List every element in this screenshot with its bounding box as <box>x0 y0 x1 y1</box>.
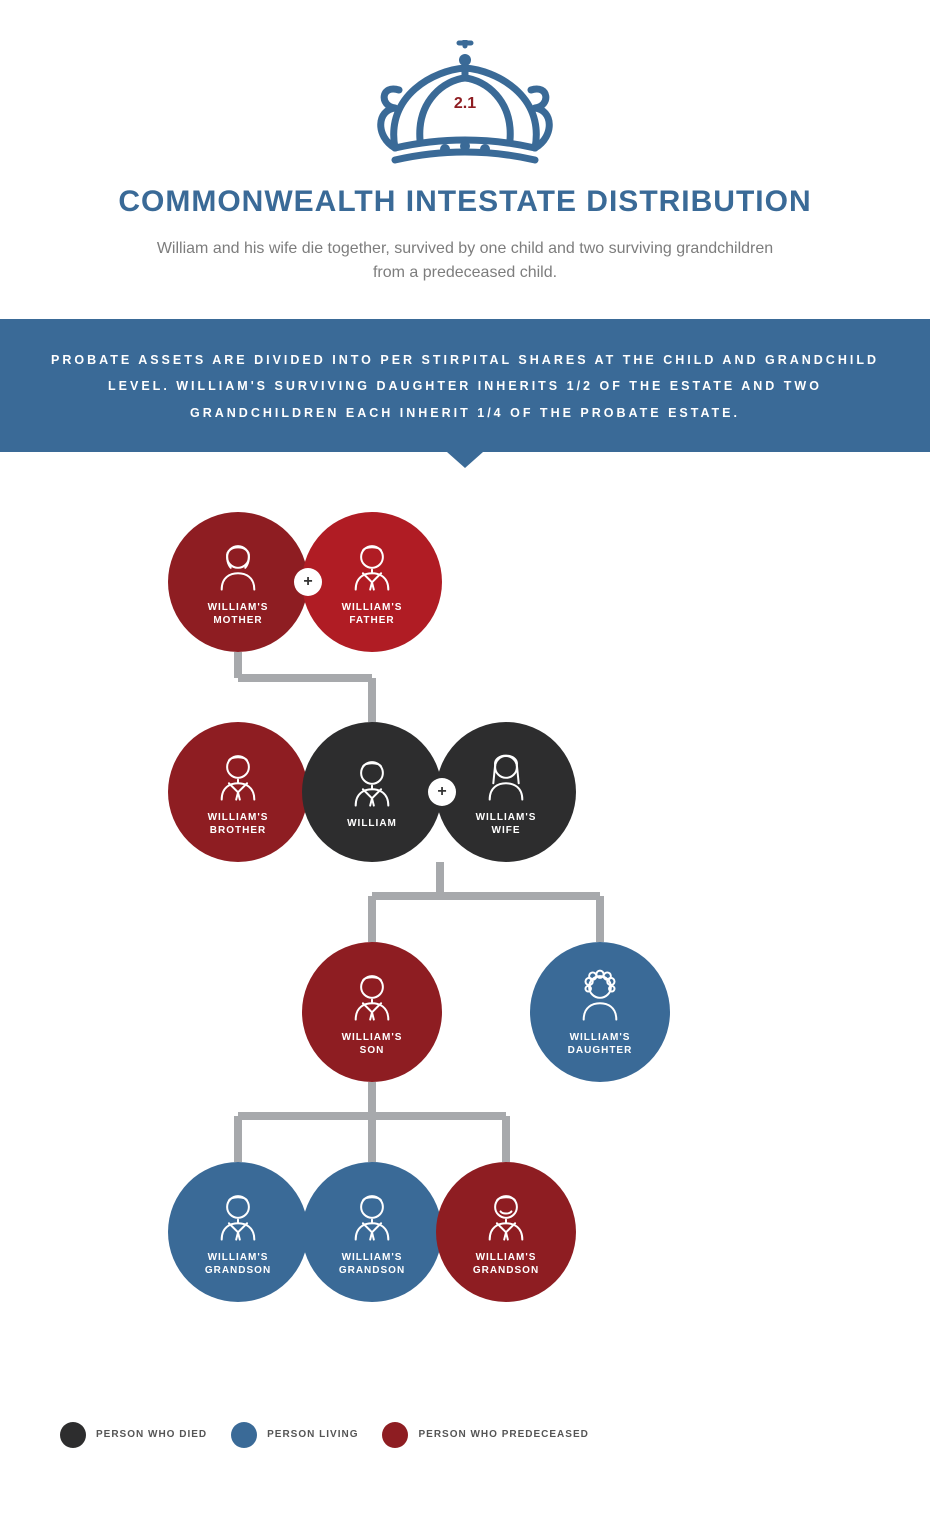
node-label: WILLIAM'S FATHER <box>342 601 403 627</box>
node-label: WILLIAM'S BROTHER <box>208 811 269 837</box>
plus-badge: + <box>428 778 456 806</box>
node-label: WILLIAM <box>347 817 397 830</box>
node-label: WILLIAM'S SON <box>342 1031 403 1057</box>
node-son: WILLIAM'S SON <box>302 942 442 1082</box>
crown-badge-text: 2.1 <box>454 95 476 112</box>
connector-line <box>238 674 372 682</box>
banner-arrow-icon <box>447 452 483 468</box>
node-wife: WILLIAM'S WIFE <box>436 722 576 862</box>
node-gson3: WILLIAM'S GRANDSON <box>436 1162 576 1302</box>
node-father: WILLIAM'S FATHER <box>302 512 442 652</box>
infographic-page: 2.1 COMMONWEALTH INTESTATE DISTRIBUTION … <box>0 0 930 1518</box>
node-label: WILLIAM'S WIFE <box>476 811 537 837</box>
node-william: WILLIAM <box>302 722 442 862</box>
crown-header: 2.1 <box>0 0 930 175</box>
page-subtitle: William and his wife die together, survi… <box>155 237 775 285</box>
connector-line <box>436 862 444 896</box>
node-brother: WILLIAM'S BROTHER <box>168 722 308 862</box>
legend-swatch <box>60 1422 86 1448</box>
node-label: WILLIAM'S GRANDSON <box>205 1251 271 1277</box>
legend-item: PERSON WHO PREDECEASED <box>382 1422 588 1448</box>
connector-line <box>502 1116 510 1162</box>
connector-line <box>596 896 604 942</box>
page-title: COMMONWEALTH INTESTATE DISTRIBUTION <box>0 185 930 219</box>
legend-item: PERSON LIVING <box>231 1422 358 1448</box>
node-label: WILLIAM'S MOTHER <box>208 601 269 627</box>
legend-swatch <box>382 1422 408 1448</box>
node-label: WILLIAM'S GRANDSON <box>473 1251 539 1277</box>
node-gson1: WILLIAM'S GRANDSON <box>168 1162 308 1302</box>
node-daughter: WILLIAM'S DAUGHTER <box>530 942 670 1082</box>
legend-label: PERSON LIVING <box>267 1429 358 1440</box>
legend-label: PERSON WHO DIED <box>96 1429 207 1440</box>
connector-line <box>368 896 376 942</box>
node-label: WILLIAM'S GRANDSON <box>339 1251 405 1277</box>
legend-swatch <box>231 1422 257 1448</box>
node-gson2: WILLIAM'S GRANDSON <box>302 1162 442 1302</box>
connector-line <box>368 1082 376 1116</box>
connector-line <box>372 892 600 900</box>
connector-line <box>234 1116 242 1162</box>
connector-line <box>368 1116 376 1162</box>
node-mother: WILLIAM'S MOTHER <box>168 512 308 652</box>
legend-item: PERSON WHO DIED <box>60 1422 207 1448</box>
node-label: WILLIAM'S DAUGHTER <box>568 1031 633 1057</box>
crown-icon: 2.1 <box>365 40 565 170</box>
banner-text: PROBATE ASSETS ARE DIVIDED INTO PER STIR… <box>50 347 880 426</box>
connector-line <box>368 678 376 722</box>
legend-label: PERSON WHO PREDECEASED <box>418 1429 588 1440</box>
plus-badge: + <box>294 568 322 596</box>
family-tree: WILLIAM'S MOTHER WILLIAM'S FATHER WILLIA… <box>0 512 930 1392</box>
summary-banner: PROBATE ASSETS ARE DIVIDED INTO PER STIR… <box>0 319 930 452</box>
legend: PERSON WHO DIED PERSON LIVING PERSON WHO P… <box>0 1392 930 1478</box>
